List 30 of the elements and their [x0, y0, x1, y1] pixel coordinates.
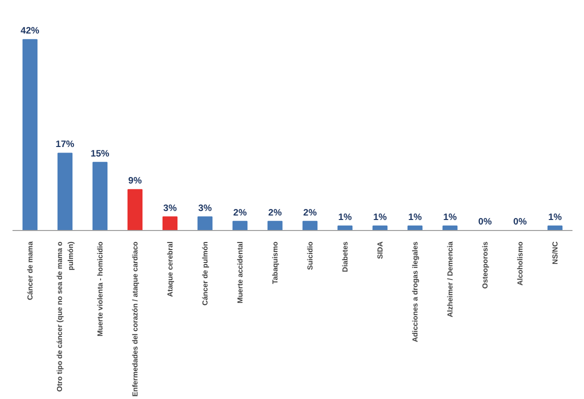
data-label: 1% — [408, 212, 422, 222]
bar — [302, 220, 318, 230]
bar — [22, 39, 38, 230]
bar — [268, 220, 282, 230]
bar — [338, 225, 352, 230]
bar — [92, 162, 108, 230]
data-label: 17% — [56, 139, 76, 150]
bar — [372, 225, 388, 230]
data-label: 42% — [20, 26, 40, 36]
bar — [408, 225, 422, 230]
data-label: 9% — [128, 176, 142, 186]
bar — [442, 225, 458, 230]
data-label: 3% — [163, 202, 178, 213]
data-label: 1% — [443, 212, 458, 222]
bar — [232, 220, 248, 230]
data-label: 0% — [478, 216, 492, 226]
bar — [58, 152, 72, 230]
bar — [198, 216, 212, 230]
data-label: 0% — [513, 216, 528, 226]
bar — [548, 225, 562, 230]
data-label: 1% — [338, 212, 352, 222]
bar — [128, 189, 142, 230]
data-label: 2% — [233, 207, 248, 218]
data-label: 2% — [303, 207, 318, 218]
data-label: 1% — [548, 212, 562, 222]
data-label: 2% — [268, 207, 282, 218]
data-label: 15% — [90, 148, 110, 158]
bar — [162, 216, 178, 230]
data-label: 3% — [198, 202, 212, 213]
data-label: 1% — [373, 212, 388, 222]
